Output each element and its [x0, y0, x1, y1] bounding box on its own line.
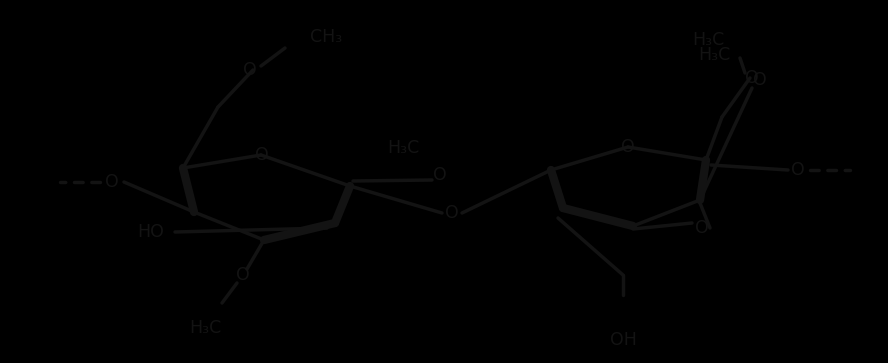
Text: O: O — [243, 61, 257, 79]
Text: O: O — [621, 138, 635, 156]
Text: O: O — [753, 71, 767, 89]
Text: O: O — [745, 69, 759, 87]
Text: O: O — [445, 204, 459, 222]
Text: O: O — [695, 219, 709, 237]
Text: O: O — [791, 161, 805, 179]
Text: O: O — [255, 146, 269, 164]
Text: OH: OH — [609, 331, 637, 349]
Text: HO: HO — [138, 223, 164, 241]
Text: H₃C: H₃C — [387, 139, 419, 157]
Text: H₃C: H₃C — [698, 46, 730, 64]
Text: O: O — [105, 173, 119, 191]
Text: H₃C: H₃C — [692, 31, 724, 49]
Text: CH₃: CH₃ — [310, 28, 342, 46]
Text: O: O — [433, 166, 447, 184]
Text: O: O — [236, 266, 250, 284]
Text: H₃C: H₃C — [189, 319, 221, 337]
